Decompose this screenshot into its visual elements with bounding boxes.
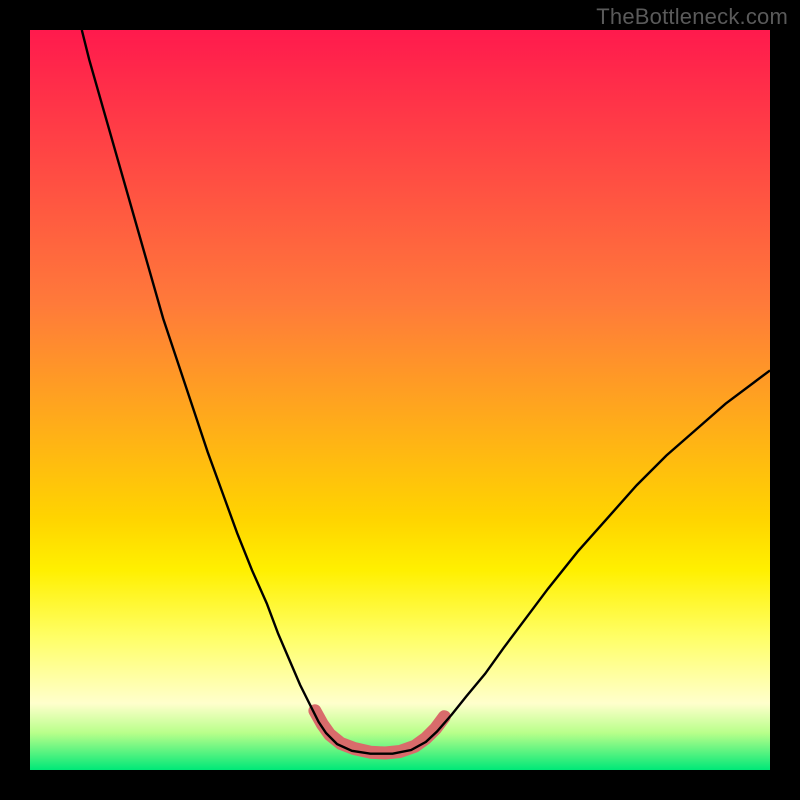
marker-segment (315, 711, 445, 753)
chart-svg (0, 0, 800, 800)
watermark-text: TheBottleneck.com (596, 4, 788, 30)
main-curve (82, 30, 770, 754)
outer-frame: TheBottleneck.com (0, 0, 800, 800)
